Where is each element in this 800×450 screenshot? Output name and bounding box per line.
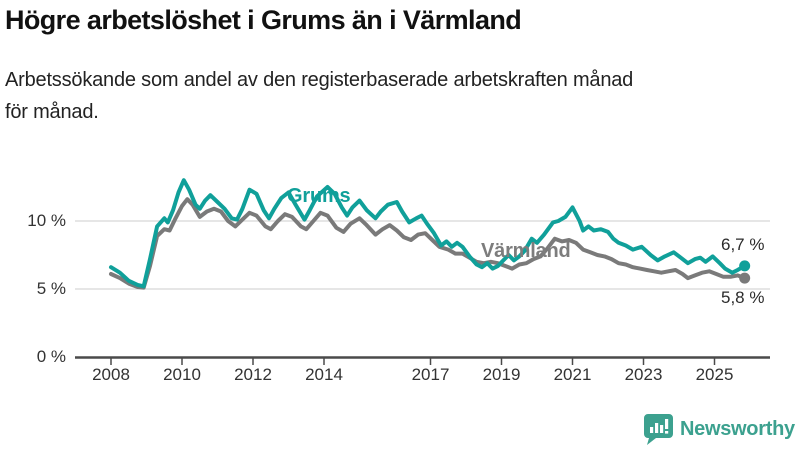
grums-end-dot [739, 260, 751, 272]
bar-chart-speech-bubble-icon [644, 413, 673, 445]
y-axis-label-10: 10 % [27, 211, 66, 230]
page-title: Högre arbetslöshet i Grums än i Värmland [5, 5, 522, 35]
x-axis-label-2008: 2008 [92, 365, 130, 384]
subtitle-line-1: Arbetssökande som andel av den registerb… [5, 69, 634, 91]
grums-line [109, 178, 747, 289]
y-axis-label-0: 0 % [36, 347, 66, 366]
chart-subtitle: Arbetssökande som andel av den registerb… [5, 64, 790, 128]
varmland-line [109, 197, 747, 290]
series-label-varmland: Värmland [481, 240, 571, 262]
x-axis-label-2023: 2023 [624, 365, 663, 384]
varmland-end-dot [739, 272, 751, 284]
end-value-grums: 6,7 % [721, 235, 765, 254]
series-label-grums: Grums [287, 185, 351, 207]
subtitle-line-2: för månad. [5, 101, 99, 123]
x-axis-label-2012: 2012 [234, 365, 272, 384]
newsworthy-logo-text: Newsworthy [680, 417, 795, 440]
end-value-varmland: 5,8 % [721, 288, 765, 307]
x-axis-label-2014: 2014 [305, 365, 343, 384]
x-axis-label-2019: 2019 [482, 365, 521, 384]
x-axis-label-2025: 2025 [695, 365, 734, 384]
x-axis-label-2021: 2021 [553, 365, 592, 384]
y-axis-label-5: 5 % [36, 279, 66, 298]
x-axis-label-2010: 2010 [163, 365, 201, 384]
x-axis-label-2017: 2017 [411, 365, 450, 384]
newsworthy-logo: Newsworthy [643, 412, 795, 446]
